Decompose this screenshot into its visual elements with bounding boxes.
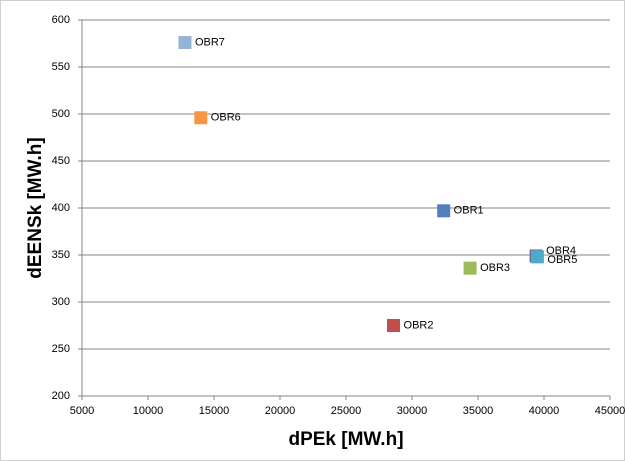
x-tick-label: 10000 [133,405,164,417]
marker [437,204,451,218]
x-tick-label: 5000 [70,405,94,417]
point-label: OBR5 [547,254,577,266]
marker [178,36,192,50]
y-tick-label: 500 [52,108,70,120]
y-tick-label: 200 [52,390,70,402]
point-label: OBR3 [480,262,510,274]
y-tick-label: 400 [52,202,70,214]
marker [530,250,544,264]
marker [463,261,477,275]
point-label: OBR4 [546,245,576,257]
x-tick-label: 25000 [331,405,362,417]
y-tick-label: 600 [52,14,70,26]
x-axis-title: dPEk [MW.h] [288,429,403,450]
y-tick-label: 300 [52,296,70,308]
point-label: OBR2 [404,319,434,331]
point-label: OBR6 [211,112,241,124]
x-tick-label: 15000 [199,405,230,417]
y-tick-label: 250 [52,343,70,355]
marker [387,319,401,332]
y-tick-label: 350 [52,249,70,261]
point-label: OBR1 [454,205,484,217]
point-label: OBR7 [195,36,225,48]
x-tick-label: 20000 [265,405,296,417]
x-tick-label: 45000 [595,405,625,417]
x-tick-label: 35000 [463,405,494,417]
y-tick-label: 550 [52,61,70,73]
y-tick-label: 450 [52,155,70,167]
x-tick-label: 40000 [529,405,560,417]
x-tick-label: 30000 [397,405,428,417]
y-axis-title: dEENSk [MW.h] [25,137,46,278]
marker [194,111,208,125]
